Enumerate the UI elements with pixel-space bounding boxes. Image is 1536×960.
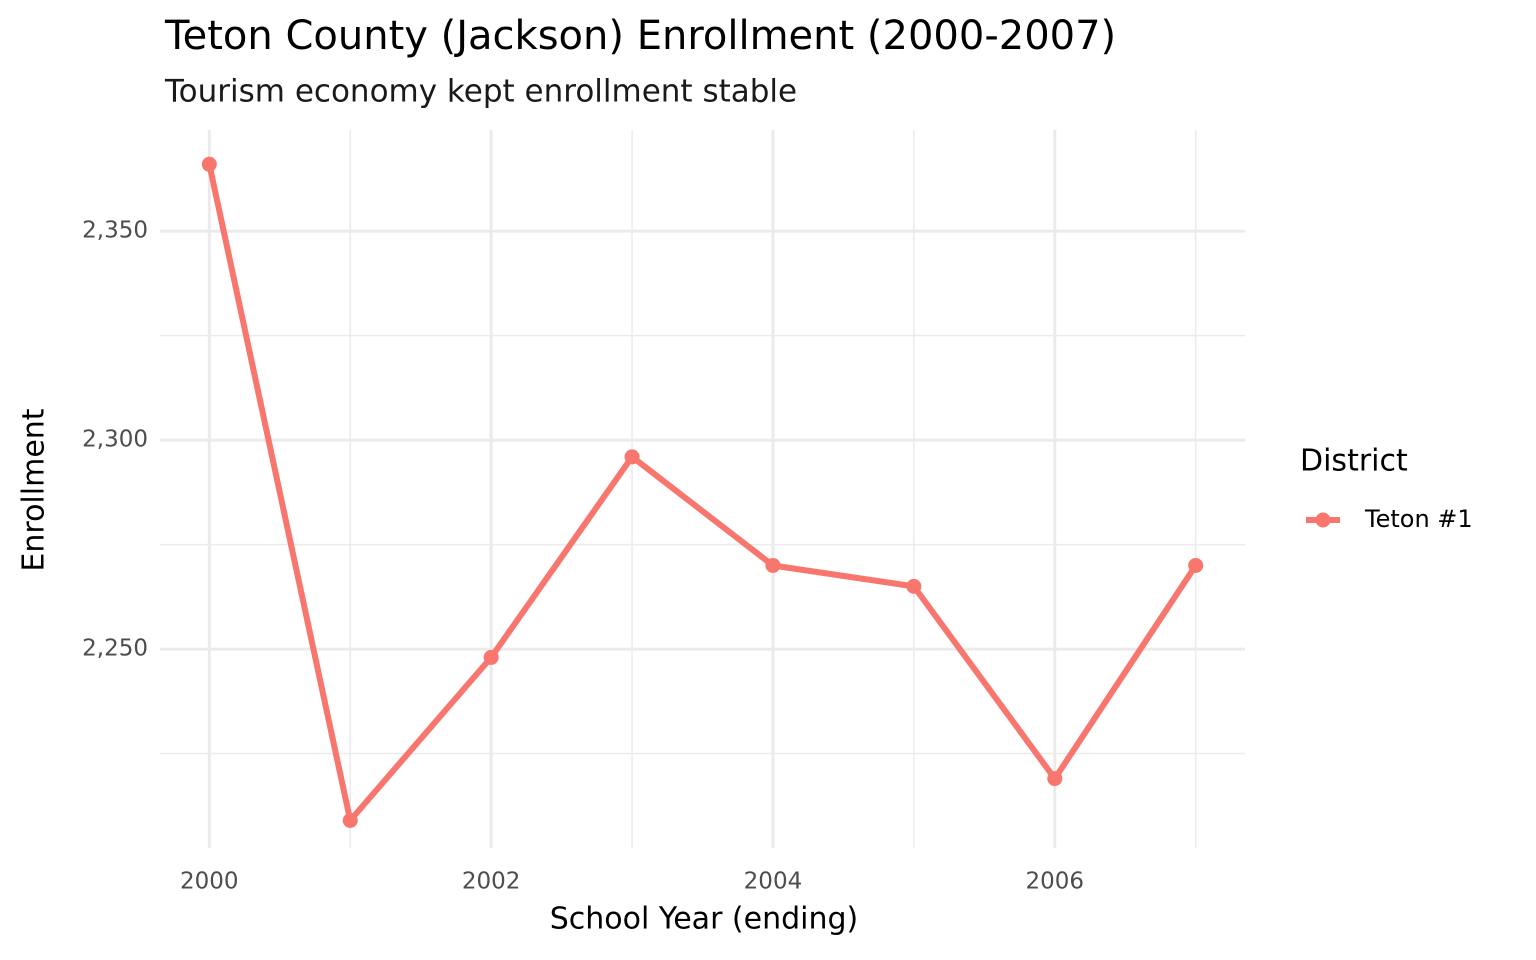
legend-label: Teton #1 [1364, 505, 1473, 533]
y-tick-label: 2,350 [82, 218, 148, 244]
x-tick-label: 2000 [180, 869, 239, 895]
point [906, 578, 922, 594]
legend-key [1315, 512, 1331, 528]
point [624, 449, 640, 465]
x-axis-title: School Year (ending) [550, 902, 859, 937]
y-tick-label: 2,300 [82, 427, 148, 453]
point [342, 812, 358, 828]
line [206, 163, 1199, 824]
x-tick-label: 2006 [1025, 869, 1084, 895]
chart-subtitle: Tourism economy kept enrollment stable [164, 74, 797, 110]
point [483, 649, 499, 665]
point [1047, 771, 1063, 787]
y-tick-label: 2,250 [82, 636, 148, 662]
y-axis-title: Enrollment [17, 408, 52, 571]
legend-title: District [1300, 444, 1408, 479]
chart-title: Teton County (Jackson) Enrollment (2000-… [164, 13, 1116, 59]
point [1188, 557, 1204, 573]
x-tick-label: 2004 [744, 869, 803, 895]
x-tick-label: 2002 [462, 869, 521, 895]
point [201, 156, 217, 172]
point [765, 557, 781, 573]
